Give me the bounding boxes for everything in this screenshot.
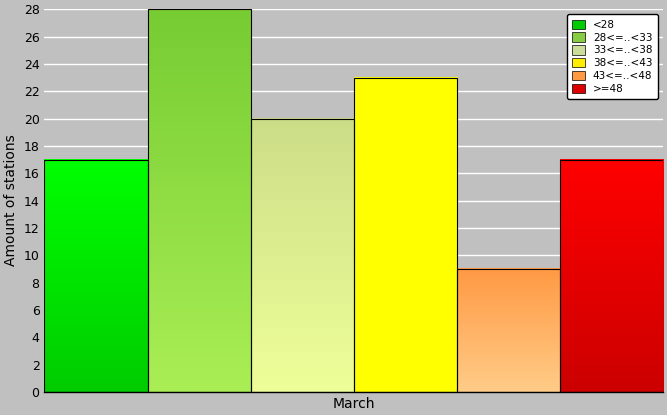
Bar xyxy=(560,159,663,392)
Bar xyxy=(251,119,354,392)
Bar xyxy=(45,159,147,392)
Bar xyxy=(457,269,560,392)
Bar xyxy=(354,78,457,392)
Legend: <28, 28<=..<33, 33<=..<38, 38<=..<43, 43<=..<48, >=48: <28, 28<=..<33, 33<=..<38, 38<=..<43, 43… xyxy=(567,15,658,99)
Y-axis label: Amount of stations: Amount of stations xyxy=(4,135,18,266)
Bar xyxy=(147,9,251,392)
